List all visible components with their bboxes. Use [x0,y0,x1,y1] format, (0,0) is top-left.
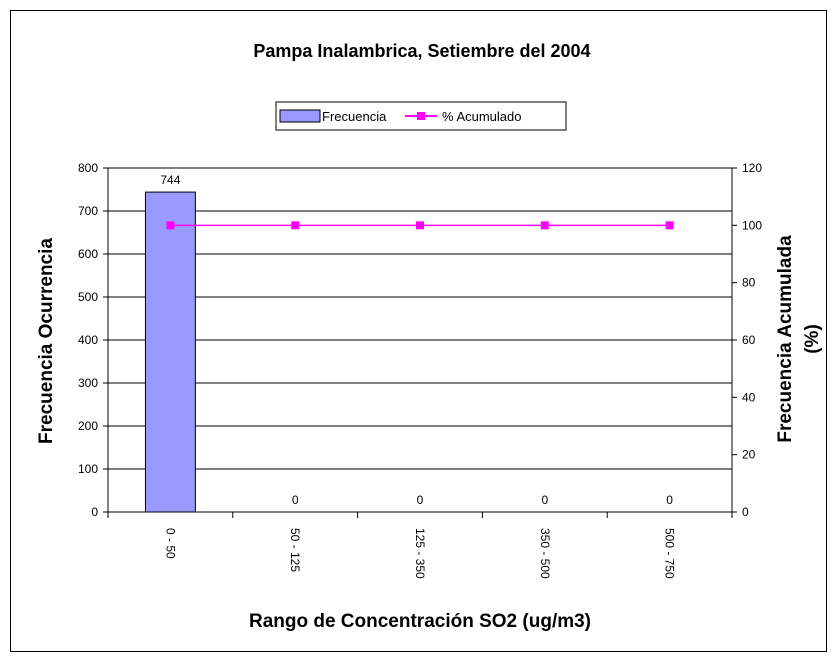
y2-axis-tick-label: 20 [742,448,756,462]
legend-marker-acumulado [417,112,425,120]
x-axis-tick-labels: 0 - 50 50 - 125 125 - 350 350 - 500 500 - 75… [163,528,676,579]
cumulative-point [540,221,549,230]
y-axis-tick-label: 100 [78,462,98,476]
x-axis-tick-label: 350 - 500 [538,528,552,579]
gridlines [108,167,732,470]
x-axis-tick-label: 50 - 125 [288,528,302,572]
y-axis-tick-label: 600 [78,247,98,261]
legend: Frecuencia % Acumulado [275,101,567,131]
cumulative-line-series [166,221,674,230]
bar-data-label: 0 [666,493,673,507]
x-axis-title: Rango de Concentración SO2 (ug/m3) [249,611,591,632]
y2-axis-title-line2: (%) [802,324,823,354]
y-axis-tick-label: 300 [78,376,98,390]
chart-title: Pampa Inalambrica, Setiembre del 2004 [253,41,590,61]
y-axis-tick-label: 400 [78,333,98,347]
cumulative-point [665,221,674,230]
axes [103,167,737,518]
y2-axis-tick-label: 100 [742,218,762,232]
cumulative-point [166,221,175,230]
cumulative-point [291,221,300,230]
y2-axis-tick-labels: 0 20 40 60 80 100 120 [742,161,762,519]
x-axis-tick-label: 125 - 350 [413,528,427,579]
cumulative-point [416,221,424,230]
legend-label-acumulado: % Acumulado [442,109,522,124]
y-axis-tick-label: 0 [91,505,98,519]
y-axis-tick-labels: 0 100 200 300 400 500 600 700 800 [78,161,98,519]
legend-swatch-frecuencia [279,109,321,123]
bar-data-label: 0 [417,493,424,507]
y2-axis-tick-label: 60 [742,333,756,347]
y2-axis-tick-label: 120 [742,161,762,175]
bar-data-label: 744 [160,173,180,187]
bar-data-labels: 744 0 0 0 0 [160,173,673,507]
y-axis-tick-label: 500 [78,290,98,304]
y2-axis-tick-label: 0 [742,505,749,519]
x-axis-tick-label: 500 - 750 [663,528,677,579]
y-axis-tick-label: 800 [78,161,98,175]
y-axis-tick-label: 200 [78,419,98,433]
bar-data-label: 0 [541,493,548,507]
bar [144,191,196,513]
y2-axis-tick-label: 40 [742,390,756,404]
y-axis-tick-label: 700 [78,204,98,218]
bars [144,191,196,513]
x-axis-tick-label: 0 - 50 [163,528,177,559]
legend-label-frecuencia: Frecuencia [322,109,387,124]
y2-axis-title-line1: Frecuencia Acumulada [775,235,796,443]
y-axis-title: Frecuencia Ocurrencia [36,238,57,444]
y2-axis-tick-label: 80 [742,276,756,290]
bar-data-label: 0 [292,493,299,507]
